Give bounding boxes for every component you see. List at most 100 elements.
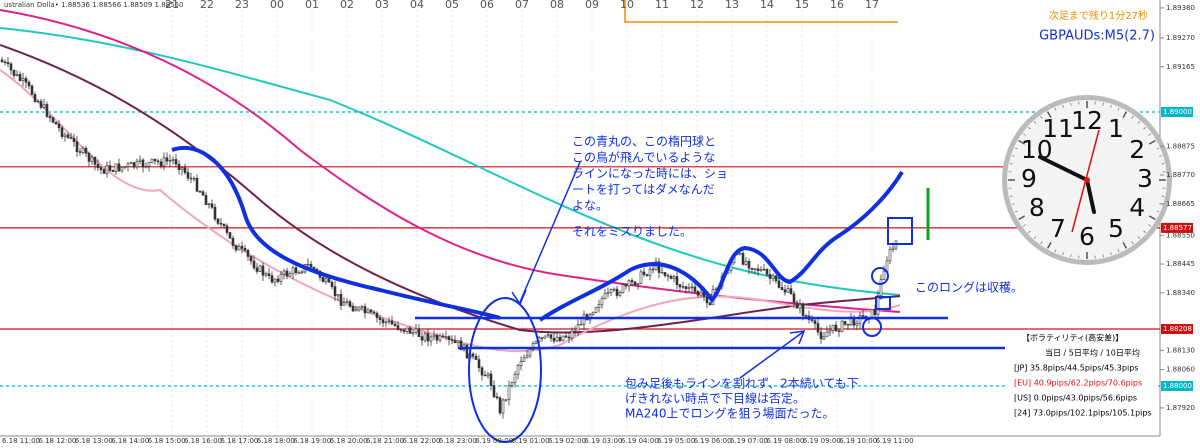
candle <box>45 104 49 117</box>
candle <box>567 336 571 339</box>
candle <box>861 315 865 317</box>
candle <box>411 332 415 334</box>
clock-tick <box>1022 224 1026 227</box>
candle <box>834 324 838 332</box>
clock-tick <box>1159 155 1163 157</box>
candle <box>204 194 208 205</box>
hour-label: 10 <box>620 0 634 11</box>
candle <box>246 249 250 257</box>
candle <box>750 267 754 270</box>
clock-tick <box>1156 147 1160 150</box>
candle <box>693 286 697 292</box>
hour-label: 22 <box>200 0 214 11</box>
candle <box>51 117 55 123</box>
minute-hand <box>1085 178 1096 214</box>
candle <box>72 138 76 143</box>
price-tag-label: 1.88000 <box>1163 382 1192 390</box>
candle <box>3 61 7 64</box>
hour-hand <box>1038 155 1089 182</box>
note-line: よな。 <box>572 199 608 213</box>
candle <box>273 278 277 283</box>
price-tag-label: 1.89000 <box>1163 108 1192 116</box>
candle <box>21 78 25 81</box>
candle <box>189 177 193 180</box>
candle <box>345 301 349 304</box>
clock-tick <box>1148 215 1156 221</box>
note-line: げきれない時点で下目線は否定。 <box>625 391 805 406</box>
candle <box>327 278 331 283</box>
candle <box>306 263 310 266</box>
candle <box>819 331 823 340</box>
candle <box>75 141 79 152</box>
note-line: この青丸の、この楕円球と <box>572 135 716 149</box>
clock-tick <box>1110 104 1112 108</box>
candle <box>651 268 655 271</box>
clock-tick <box>1014 210 1018 213</box>
candle <box>738 252 742 255</box>
clock-number: 3 <box>1137 164 1153 193</box>
candle <box>351 306 355 312</box>
clock-number: 7 <box>1050 214 1066 243</box>
candle <box>777 280 781 288</box>
clock-tick <box>1011 155 1015 157</box>
candle <box>489 373 493 386</box>
candle <box>372 311 376 314</box>
candle <box>447 336 451 341</box>
candle <box>828 329 832 333</box>
candle <box>618 292 622 296</box>
candle <box>435 334 439 341</box>
time-label: 6.18 14:00 <box>111 437 149 445</box>
time-label: 6.18 15:00 <box>148 437 186 445</box>
candle <box>150 158 154 163</box>
candle <box>354 309 358 312</box>
time-label: 6.19 10:00 <box>839 437 877 445</box>
clock-tick <box>1070 254 1072 258</box>
candle <box>576 324 580 332</box>
time-label: 6.19 07:00 <box>730 437 768 445</box>
candle <box>282 270 286 275</box>
annotations-drawing <box>171 145 1005 443</box>
time-label: 6.18 22:00 <box>402 437 440 445</box>
clock-number: 8 <box>1029 193 1045 222</box>
candle <box>507 385 511 400</box>
candle <box>63 134 67 137</box>
clock-number: 2 <box>1129 135 1145 164</box>
candle <box>696 291 700 296</box>
candle <box>498 397 502 414</box>
candle <box>81 147 85 153</box>
candle <box>573 330 577 333</box>
arrow-head <box>789 330 806 345</box>
candle <box>276 278 280 282</box>
time-label: 6.19 11:00 <box>876 437 914 445</box>
candle <box>423 333 427 341</box>
candle <box>615 288 619 296</box>
hour-label: 03 <box>375 0 389 11</box>
candle <box>129 162 133 165</box>
candle <box>645 274 649 276</box>
candle <box>138 159 142 162</box>
candle <box>678 284 682 288</box>
candle <box>648 268 652 276</box>
candle <box>687 287 691 289</box>
candle <box>18 74 22 81</box>
candle <box>183 167 187 173</box>
candle <box>639 271 643 284</box>
candle <box>744 261 748 265</box>
candle <box>6 62 10 65</box>
candle <box>117 163 121 172</box>
clock-tick <box>1131 115 1134 119</box>
candle <box>438 335 442 341</box>
candle <box>300 271 304 274</box>
candle <box>843 320 847 325</box>
clock-tick <box>1148 139 1156 145</box>
candle <box>429 336 433 342</box>
price-label: 1.87920 <box>1166 404 1195 412</box>
candle <box>873 308 877 316</box>
price-label: 1.88130 <box>1166 346 1195 354</box>
candle <box>366 309 370 314</box>
candle <box>474 356 478 360</box>
price-label: 1.88550 <box>1166 231 1195 239</box>
ellipse <box>468 297 542 443</box>
candle <box>627 280 631 287</box>
candle <box>582 314 586 325</box>
